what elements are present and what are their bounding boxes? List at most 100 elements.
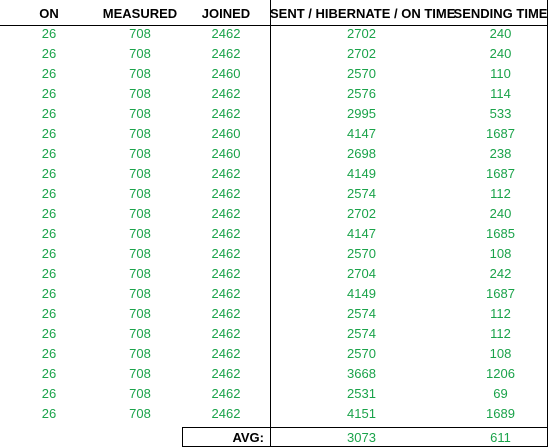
table-row: 26 708 2462 2574 112 [0, 184, 548, 204]
avg-top-border [182, 427, 548, 428]
cell-measured: 708 [129, 146, 151, 161]
cell-joined: 2462 [211, 106, 241, 121]
cell-joined: 2462 [211, 86, 241, 101]
cell-sent-hibernate-on-time: 2995 [347, 106, 376, 121]
cell-on: 26 [41, 346, 57, 361]
cell-on: 26 [41, 366, 57, 381]
cell-on: 26 [41, 246, 57, 261]
cell-measured: 708 [129, 106, 151, 121]
cell-measured: 708 [129, 406, 151, 421]
cell-sent-hibernate-on-time: 2531 [347, 386, 376, 401]
cell-sent-hibernate-on-time: 4147 [347, 126, 376, 141]
table-row: 26 708 2462 4149 1687 [0, 284, 548, 304]
cell-sent-hibernate-on-time: 4151 [347, 406, 376, 421]
cell-on: 26 [41, 126, 57, 141]
header-on: ON [39, 6, 59, 21]
cell-sent-hibernate-on-time: 2570 [347, 346, 376, 361]
cell-sending-time: 1687 [486, 286, 515, 301]
cell-measured: 708 [129, 246, 151, 261]
table-row: 26 708 2462 4149 1687 [0, 164, 548, 184]
cell-measured: 708 [129, 266, 151, 281]
cell-sent-hibernate-on-time: 2704 [347, 266, 376, 281]
cell-measured: 708 [129, 126, 151, 141]
cell-measured: 708 [129, 186, 151, 201]
cell-on: 26 [41, 266, 57, 281]
avg-bottom-border [182, 446, 548, 447]
table-row: 26 708 2462 4147 1685 [0, 224, 548, 244]
cell-sent-hibernate-on-time: 2570 [347, 66, 376, 81]
table-row: 26 708 2462 2704 242 [0, 264, 548, 284]
cell-on: 26 [41, 86, 57, 101]
cell-joined: 2462 [211, 406, 241, 421]
cell-measured: 708 [129, 86, 151, 101]
cell-on: 26 [41, 306, 57, 321]
cell-joined: 2460 [211, 146, 241, 161]
cell-on: 26 [41, 386, 57, 401]
cell-joined: 2462 [211, 386, 241, 401]
table-row: 26 708 2462 2702 240 [0, 204, 548, 224]
cell-sent-hibernate-on-time: 2574 [347, 186, 376, 201]
cell-measured: 708 [129, 226, 151, 241]
cell-sent-hibernate-on-time: 2574 [347, 306, 376, 321]
cell-on: 26 [41, 226, 57, 241]
cell-joined: 2462 [211, 226, 241, 241]
table-row: 26 708 2462 2574 112 [0, 324, 548, 344]
cell-sending-time: 1687 [486, 166, 515, 181]
cell-on: 26 [41, 166, 57, 181]
table-row: 26 708 2462 2702 240 [0, 24, 548, 44]
column-divider [270, 0, 271, 446]
avg-left-border [182, 427, 183, 446]
cell-joined: 2462 [211, 206, 241, 221]
cell-measured: 708 [129, 346, 151, 361]
header-measured: MEASURED [102, 6, 178, 21]
table-row: 26 708 2462 2995 533 [0, 104, 548, 124]
table-row: 26 708 2462 2570 108 [0, 244, 548, 264]
cell-on: 26 [41, 46, 57, 61]
table-row: 26 708 2462 4151 1689 [0, 404, 548, 424]
cell-measured: 708 [129, 306, 151, 321]
cell-sending-time: 240 [489, 206, 512, 221]
cell-sending-time: 112 [490, 186, 511, 201]
cell-measured: 708 [129, 326, 151, 341]
cell-sent-hibernate-on-time: 2702 [347, 26, 376, 41]
cell-on: 26 [41, 186, 57, 201]
table-row: 26 708 2462 2702 240 [0, 44, 548, 64]
cell-joined: 2462 [211, 166, 241, 181]
header-row: ON MEASURED JOINED SENT / HIBERNATE / ON TI… [0, 4, 548, 24]
cell-sending-time: 114 [490, 86, 511, 101]
cell-on: 26 [41, 206, 57, 221]
cell-measured: 708 [129, 366, 151, 381]
cell-measured: 708 [129, 46, 151, 61]
cell-joined: 2462 [211, 346, 241, 361]
cell-sending-time: 69 [493, 386, 508, 401]
cell-sending-time: 112 [490, 306, 511, 321]
cell-measured: 708 [129, 166, 151, 181]
cell-sending-time: 1689 [486, 406, 515, 421]
cell-measured: 708 [129, 26, 151, 41]
table-row: 26 708 2462 2576 114 [0, 84, 548, 104]
cell-on: 26 [41, 146, 57, 161]
cell-sent-hibernate-on-time: 2698 [347, 146, 376, 161]
cell-joined: 2462 [211, 266, 241, 281]
cell-on: 26 [41, 106, 57, 121]
cell-joined: 2462 [211, 326, 241, 341]
table-row: 26 708 2462 3668 1206 [0, 364, 548, 384]
cell-joined: 2460 [211, 126, 241, 141]
cell-on: 26 [41, 326, 57, 341]
avg-sending: 611 [490, 430, 511, 445]
cell-sent-hibernate-on-time: 2576 [347, 86, 376, 101]
cell-measured: 708 [129, 286, 151, 301]
avg-label: AVG: [232, 430, 264, 445]
cell-joined: 2462 [211, 246, 241, 261]
cell-sending-time: 1206 [486, 366, 515, 381]
cell-measured: 708 [129, 206, 151, 221]
cell-sent-hibernate-on-time: 2702 [347, 206, 376, 221]
cell-sending-time: 242 [489, 266, 512, 281]
cell-sending-time: 238 [489, 146, 512, 161]
table-row: 26 708 2460 2570 110 [0, 64, 548, 84]
cell-sending-time: 240 [489, 46, 512, 61]
table-row: 26 708 2462 2574 112 [0, 304, 548, 324]
cell-sent-hibernate-on-time: 4149 [347, 166, 376, 181]
avg-row: AVG: 3073 611 [0, 428, 548, 448]
